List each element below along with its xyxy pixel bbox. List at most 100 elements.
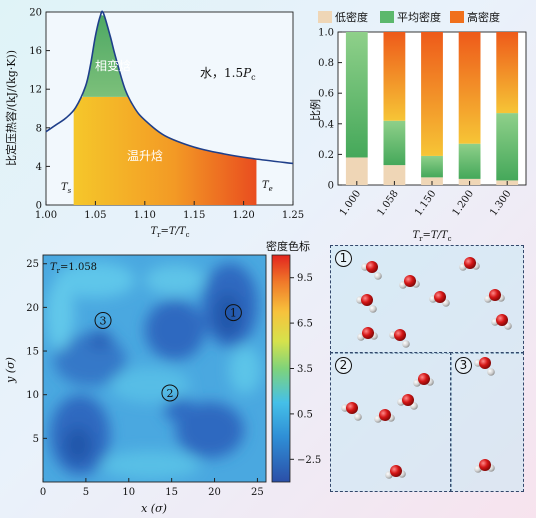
map-y-tick-label: 15 [26, 347, 39, 358]
bar-segment [458, 32, 481, 144]
bar-y-tick-label: 0 [328, 181, 334, 192]
map-y-tick-label: 25 [26, 259, 39, 270]
bar-segment [345, 32, 368, 158]
density-heatmap: Tr=1.058 1 2 3 0 5 10 15 20 25 5 10 15 20 25 x (σ) y… [4, 240, 321, 515]
map-y-tick-label: 20 [26, 303, 39, 314]
colorbar-tick-label: 6.5 [297, 319, 313, 330]
map-y-tick-label: 5 [33, 434, 39, 445]
bar-x-tick-label: 1.000 [338, 188, 363, 218]
heatmap-field [43, 255, 266, 482]
heat-x-tick-label: 1.15 [183, 210, 205, 221]
colorbar [271, 254, 291, 483]
oxygen-atom [394, 329, 406, 341]
pressure-annotation: 水，1.5Pc [200, 66, 256, 82]
bar-segment [383, 120, 406, 166]
oxygen-atom [379, 409, 391, 421]
heat-capacity-chart: 相变焓 温升焓 水，1.5Pc Ts Te 1.00 1.05 1.10 1.15 1.… [4, 8, 304, 240]
oxygen-atom [489, 289, 501, 301]
bar-segment [496, 113, 519, 181]
heat-y-tick-label: 8 [36, 123, 42, 134]
heat-x-tick-label: 1.05 [84, 210, 106, 221]
map-x-tick-label: 25 [251, 487, 264, 498]
bar-x-tick-label: 1.300 [488, 188, 513, 218]
region-marker [224, 304, 242, 322]
molecule-panel-badge: 3 [455, 357, 472, 374]
bar-y-tick-label: 1.0 [318, 28, 334, 39]
legend-swatch [318, 11, 332, 23]
bar-y-tick-label: 0.6 [318, 89, 334, 100]
oxygen-atom [464, 257, 476, 269]
bar-y-axis-label: 比例 [310, 99, 322, 121]
bar-y-tick-label: 0.4 [318, 119, 334, 130]
heat-capacity-curve [45, 10, 294, 165]
oxygen-atom [404, 275, 416, 287]
bar-segment [345, 157, 368, 185]
ts-label: Ts [61, 182, 72, 195]
hydrogen-atom [369, 305, 377, 313]
legend-label: 高密度 [467, 10, 500, 24]
colorbar-tick-label: 9.5 [297, 273, 313, 284]
oxygen-atom [418, 373, 430, 385]
heat-y-tick-label: 12 [29, 85, 42, 96]
region-marker-label: 2 [166, 387, 173, 400]
heating-enthalpy-label: 温升焓 [127, 148, 163, 163]
bar-segment [421, 155, 443, 178]
heat-x-tick-label: 1.10 [134, 210, 156, 221]
heatmap-y-axis-label: y (σ) [4, 357, 17, 384]
map-x-tick-label: 5 [83, 487, 89, 498]
heatmap-title: Tr=1.058 [50, 262, 97, 275]
hydrogen-atom [354, 413, 362, 421]
hydrogen-atom [402, 340, 410, 348]
bar-segment [383, 32, 406, 121]
legend-swatch [380, 11, 394, 23]
oxygen-atom [361, 294, 373, 306]
region-marker [161, 384, 179, 402]
legend-label: 低密度 [335, 10, 368, 24]
phase-enthalpy-label: 相变焓 [95, 58, 131, 73]
legend-swatch [450, 11, 464, 23]
density-fraction-chart: 低密度 平均密度 高密度 0 0.2 0.4 0.6 0.8 1.0 1.000 1.058 1.1… [310, 10, 527, 243]
oxygen-atom [434, 291, 446, 303]
oxygen-atom [402, 394, 414, 406]
oxygen-atom [362, 327, 374, 339]
map-x-tick-label: 15 [165, 487, 178, 498]
water-molecules [341, 257, 512, 479]
oxygen-atom [479, 357, 491, 369]
heat-x-tick-label: 1.20 [232, 210, 254, 221]
region-marker [94, 311, 112, 329]
heat-y-tick-label: 16 [29, 46, 42, 57]
bar-x-tick-label: 1.150 [413, 188, 438, 218]
heat-x-tick-label: 1.00 [35, 210, 57, 221]
oxygen-atom [346, 402, 358, 414]
oxygen-atom [479, 459, 491, 471]
legend-label: 平均密度 [397, 10, 441, 24]
heatmap-x-axis-label: x (σ) [141, 502, 167, 515]
molecule-panel-badge: 1 [335, 250, 352, 267]
bar-x-tick-label: 1.058 [375, 188, 400, 218]
heat-x-tick-label: 1.25 [282, 210, 304, 221]
oxygen-atom [366, 261, 378, 273]
map-x-tick-label: 0 [40, 487, 46, 498]
colorbar-tick-label: 3.5 [297, 364, 313, 375]
heat-y-tick-label: 0 [36, 201, 42, 212]
bar-segment [458, 143, 481, 179]
heating-enthalpy-region [73, 96, 257, 205]
heat-y-tick-label: 20 [29, 8, 42, 19]
bar-y-tick-label: 0.8 [318, 58, 334, 69]
hydrogen-atom [487, 368, 495, 376]
heatmap-frame [42, 254, 267, 483]
bar-x-axis-label: Tr=T/Tc [412, 230, 451, 243]
tc-label: Te [262, 180, 273, 193]
molecule-panel-badge: 2 [335, 357, 352, 374]
bar-segment [496, 32, 519, 114]
colorbar-tick-label: −2.5 [297, 455, 321, 466]
phase-enthalpy-region [82, 15, 129, 97]
oxygen-atom [496, 314, 508, 326]
map-x-tick-label: 10 [122, 487, 135, 498]
region-marker-label: 1 [230, 307, 237, 320]
heat-y-tick-label: 4 [36, 162, 42, 173]
colorbar-tick-label: 0.5 [297, 409, 313, 420]
bar-y-tick-label: 0.2 [318, 150, 334, 161]
hydrogen-atom [374, 272, 382, 280]
map-x-tick-label: 20 [208, 487, 221, 498]
